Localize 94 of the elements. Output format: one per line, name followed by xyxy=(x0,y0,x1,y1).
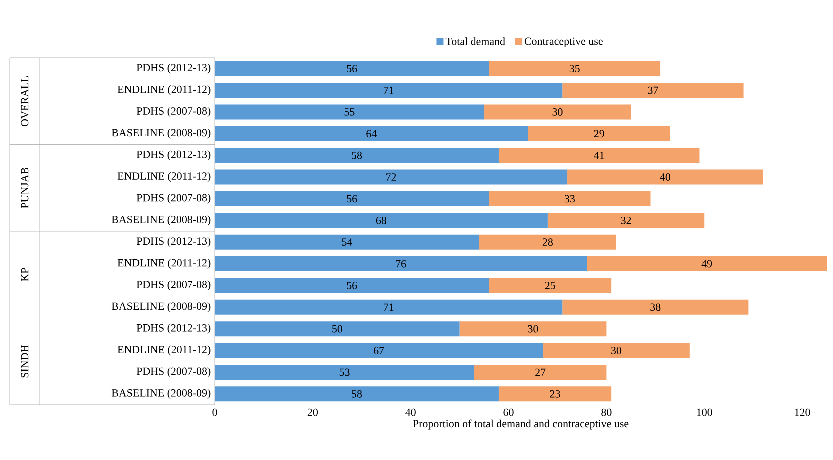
y-tick-label: PDHS (2012-13) xyxy=(136,150,211,161)
bar xyxy=(498,386,612,402)
bar xyxy=(215,191,490,206)
data-label: 25 xyxy=(545,282,556,290)
bar xyxy=(215,126,528,142)
bar xyxy=(498,148,700,164)
x-tick-label: 100 xyxy=(697,408,712,416)
bar xyxy=(474,364,607,380)
data-label: 49 xyxy=(702,260,712,268)
bar xyxy=(215,61,490,76)
y-tick-label: ENDLINE (2011-12) xyxy=(118,172,211,182)
data-label: 30 xyxy=(552,108,563,116)
y-tick-label: ENDLINE (2011-12) xyxy=(118,259,211,269)
data-label: 56 xyxy=(347,65,358,73)
text: SINDH xyxy=(21,345,29,378)
data-label: 50 xyxy=(332,325,342,333)
y-tick-label: PDHS (2007-08) xyxy=(136,368,211,378)
bar xyxy=(489,61,661,76)
legend-label: Contraceptive use xyxy=(524,38,603,48)
data-label: 76 xyxy=(396,260,406,268)
bar xyxy=(215,104,484,120)
data-label: 33 xyxy=(565,195,576,203)
y-tick-label: PDHS (2012-13) xyxy=(136,64,211,74)
data-label: 56 xyxy=(347,282,358,290)
y-tick-label: PDHS (2007-08) xyxy=(136,194,211,204)
data-label: 58 xyxy=(352,390,362,398)
data-label: 72 xyxy=(386,174,396,181)
bar xyxy=(215,300,563,315)
bar xyxy=(215,213,548,228)
bar xyxy=(528,126,670,142)
bar xyxy=(215,343,544,358)
y-tick-label: BASELINE (2008-09) xyxy=(112,389,211,400)
data-label: 28 xyxy=(542,238,553,246)
bar xyxy=(479,234,616,250)
y-tick-label: BASELINE (2008-09) xyxy=(112,216,211,226)
bar xyxy=(215,170,568,185)
y-tick-label: PDHS (2007-08) xyxy=(136,280,211,291)
bar xyxy=(215,256,588,272)
data-label: 41 xyxy=(594,152,604,160)
x-tick-label: 20 xyxy=(308,408,318,416)
bar xyxy=(215,364,474,380)
bar xyxy=(460,322,607,337)
data-label: 64 xyxy=(366,130,377,138)
data-label: 37 xyxy=(648,86,658,94)
bar xyxy=(489,191,651,206)
x-tick-label: 120 xyxy=(795,408,810,416)
data-label: 35 xyxy=(570,65,580,73)
data-label: 30 xyxy=(612,347,622,354)
y-tick-label: BASELINE (2008-09) xyxy=(112,128,211,139)
bar xyxy=(489,278,612,294)
data-label: 30 xyxy=(528,325,538,333)
x-tick-label: 0 xyxy=(212,408,218,416)
y-tick-label: ENDLINE (2011-12) xyxy=(118,86,211,96)
data-label: 40 xyxy=(660,174,670,181)
data-label: 32 xyxy=(621,216,632,224)
data-label: 71 xyxy=(384,304,394,312)
y-tick-label: BASELINE (2008-09) xyxy=(112,302,211,312)
bar xyxy=(568,170,764,185)
y-tick-label: PDHS (2012-13) xyxy=(136,237,211,248)
data-label: 53 xyxy=(340,368,350,376)
data-label: 38 xyxy=(650,304,661,312)
bar xyxy=(562,300,749,315)
data-label: 54 xyxy=(342,238,353,246)
bar xyxy=(215,278,490,294)
x-tick-label: 40 xyxy=(406,408,416,416)
bar xyxy=(215,83,563,98)
data-label: 29 xyxy=(594,130,604,138)
legend-label: Total demand xyxy=(446,38,506,46)
data-label: 23 xyxy=(550,390,560,398)
y-tick-label: ENDLINE (2011-12) xyxy=(118,346,211,356)
data-label: 58 xyxy=(352,152,362,160)
bar xyxy=(484,104,632,120)
bar xyxy=(543,343,690,358)
data-label: 67 xyxy=(374,347,384,354)
bar xyxy=(215,148,499,164)
x-tick-label: 60 xyxy=(504,408,514,416)
x-tick-label: 80 xyxy=(602,408,612,416)
bar xyxy=(215,234,480,250)
text: OVERALL xyxy=(21,76,29,126)
data-label: 71 xyxy=(384,86,394,94)
text: KP xyxy=(21,268,29,282)
x-axis-title: Proportion of total demand and contraceptive use xyxy=(413,420,629,430)
data-label: 56 xyxy=(347,195,358,203)
y-tick-label: PDHS (2007-08) xyxy=(136,107,211,118)
data-label: 55 xyxy=(344,108,355,116)
data-label: 27 xyxy=(536,368,546,376)
data-label: 68 xyxy=(376,216,387,224)
text: PUNJAB xyxy=(21,168,29,208)
bar xyxy=(215,322,460,337)
bar xyxy=(548,213,705,228)
bar xyxy=(587,256,828,272)
y-tick-label: PDHS (2012-13) xyxy=(136,324,211,334)
bar xyxy=(562,83,744,98)
bar xyxy=(215,386,499,402)
